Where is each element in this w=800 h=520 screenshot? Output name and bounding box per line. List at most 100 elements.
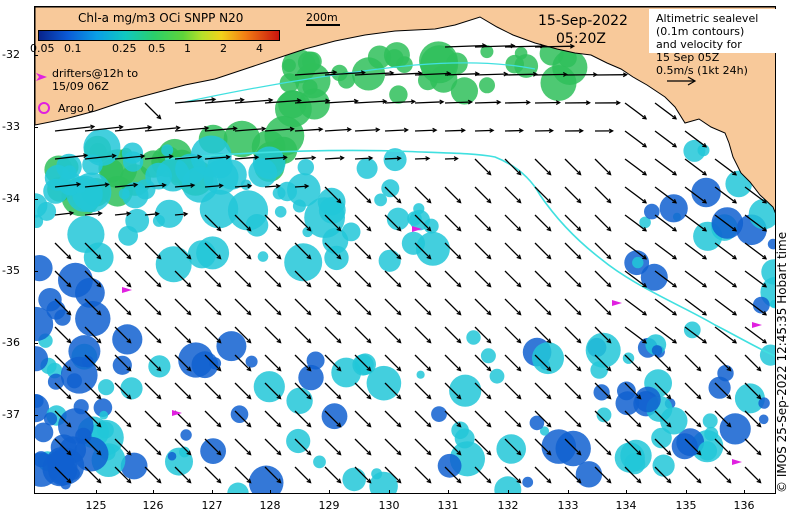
velocity-arrow [414, 72, 451, 76]
velocity-arrowhead [147, 125, 153, 130]
chlorophyll-patch [35, 306, 54, 342]
velocity-arrow [624, 354, 642, 372]
land-coastline [35, 7, 775, 214]
x-tick-mark [686, 490, 687, 494]
chlorophyll-patch [297, 159, 314, 176]
velocity-arrowhead [66, 394, 72, 400]
velocity-arrowhead [268, 97, 274, 103]
velocity-arrow [504, 438, 522, 456]
velocity-arrow [324, 382, 342, 400]
velocity-arrowhead [672, 338, 678, 344]
velocity-arrowhead [216, 422, 222, 428]
velocity-arrowhead [254, 154, 260, 160]
velocity-arrowhead [606, 338, 612, 344]
velocity-arrow [474, 466, 492, 484]
velocity-arrow [654, 438, 672, 456]
chlorophyll-patch [450, 77, 478, 105]
velocity-arrowhead [96, 450, 102, 456]
velocity-arrow [504, 354, 522, 372]
velocity-arrow [654, 326, 677, 344]
colorbar [38, 30, 280, 41]
chlorophyll-patch [342, 467, 367, 492]
velocity-arrowhead [366, 198, 372, 204]
chlorophyll-patch [593, 384, 610, 401]
velocity-arrowhead [432, 127, 438, 133]
velocity-arrow [504, 270, 522, 288]
chlorophyll-patch [415, 231, 450, 266]
velocity-arrowhead [156, 450, 162, 456]
velocity-arrowhead [183, 211, 189, 217]
velocity-arrowhead [576, 338, 582, 344]
velocity-arrowhead [546, 254, 552, 260]
chlorophyll-patch [632, 256, 644, 269]
velocity-arrowhead [486, 478, 492, 484]
velocity-arrow [204, 354, 222, 372]
velocity-arrow [684, 382, 702, 400]
velocity-arrow [444, 270, 462, 288]
velocity-arrowhead [186, 422, 192, 428]
chlorophyll-patch [466, 330, 481, 345]
velocity-arrow [564, 326, 582, 344]
velocity-arrow [294, 298, 312, 316]
velocity-arrow [324, 242, 342, 260]
chlorophyll-patch [496, 434, 526, 464]
chlorophyll-patch [770, 299, 775, 309]
velocity-legend-text: Altimetric sealevel (0.1m contours) and … [656, 12, 759, 77]
velocity-arrowhead [696, 450, 702, 456]
chlorophyll-patch [48, 457, 77, 486]
velocity-arrow [54, 354, 72, 372]
velocity-arrowhead [366, 226, 372, 232]
velocity-arrow [234, 156, 259, 160]
velocity-arrow [294, 242, 312, 260]
velocity-arrow [504, 158, 522, 176]
colorbar-title: Chl-a mg/m3 OCi SNPP N20 [78, 11, 244, 25]
velocity-arrowhead [156, 254, 162, 260]
velocity-arrowhead [486, 282, 492, 288]
x-tick-mark [96, 490, 97, 494]
velocity-arrow [654, 158, 677, 176]
velocity-arrowhead [306, 394, 312, 400]
chlorophyll-patch [199, 189, 239, 229]
velocity-arrowhead [456, 478, 462, 484]
velocity-arrow [264, 99, 301, 104]
velocity-arrow [714, 158, 737, 176]
velocity-arrow [384, 100, 415, 104]
chlorophyll-patch [112, 355, 132, 375]
chlorophyll-patch [734, 383, 765, 414]
velocity-arrowhead [216, 450, 222, 456]
velocity-arrowhead [311, 155, 317, 161]
velocity-arrowhead [672, 142, 678, 148]
velocity-arrow [84, 438, 102, 456]
velocity-arrow [354, 157, 373, 160]
velocity-arrowhead [569, 43, 576, 49]
velocity-arrow [444, 129, 465, 132]
velocity-arrow [654, 354, 672, 372]
velocity-arrowhead [246, 450, 252, 456]
velocity-arrow [504, 326, 522, 344]
velocity-arrowhead [276, 282, 282, 288]
velocity-arrowhead [516, 198, 522, 204]
velocity-arrowhead [246, 310, 252, 316]
velocity-arrowhead [576, 422, 582, 428]
velocity-arrowhead [426, 254, 432, 260]
chlorophyll-patch [227, 190, 269, 231]
x-tick-mark [212, 490, 213, 494]
velocity-arrow [294, 270, 312, 288]
velocity-arrowhead [456, 338, 462, 344]
velocity-arrowhead [396, 226, 402, 232]
velocity-arrowhead [672, 254, 678, 260]
velocity-arrowhead [246, 282, 252, 288]
velocity-arrow [234, 270, 252, 288]
velocity-arrow [504, 242, 522, 260]
drifter-marker [172, 410, 182, 416]
chlorophyll-patch [614, 442, 645, 473]
velocity-arrow [654, 242, 677, 260]
velocity-arrowhead [642, 114, 648, 120]
velocity-arrow [564, 186, 582, 204]
velocity-arrow [384, 326, 402, 344]
velocity-arrow [114, 326, 132, 344]
velocity-arrowhead [156, 114, 162, 120]
x-tick-label: 136 [733, 499, 755, 512]
velocity-arrow [264, 382, 282, 400]
velocity-arrowhead [247, 183, 253, 189]
